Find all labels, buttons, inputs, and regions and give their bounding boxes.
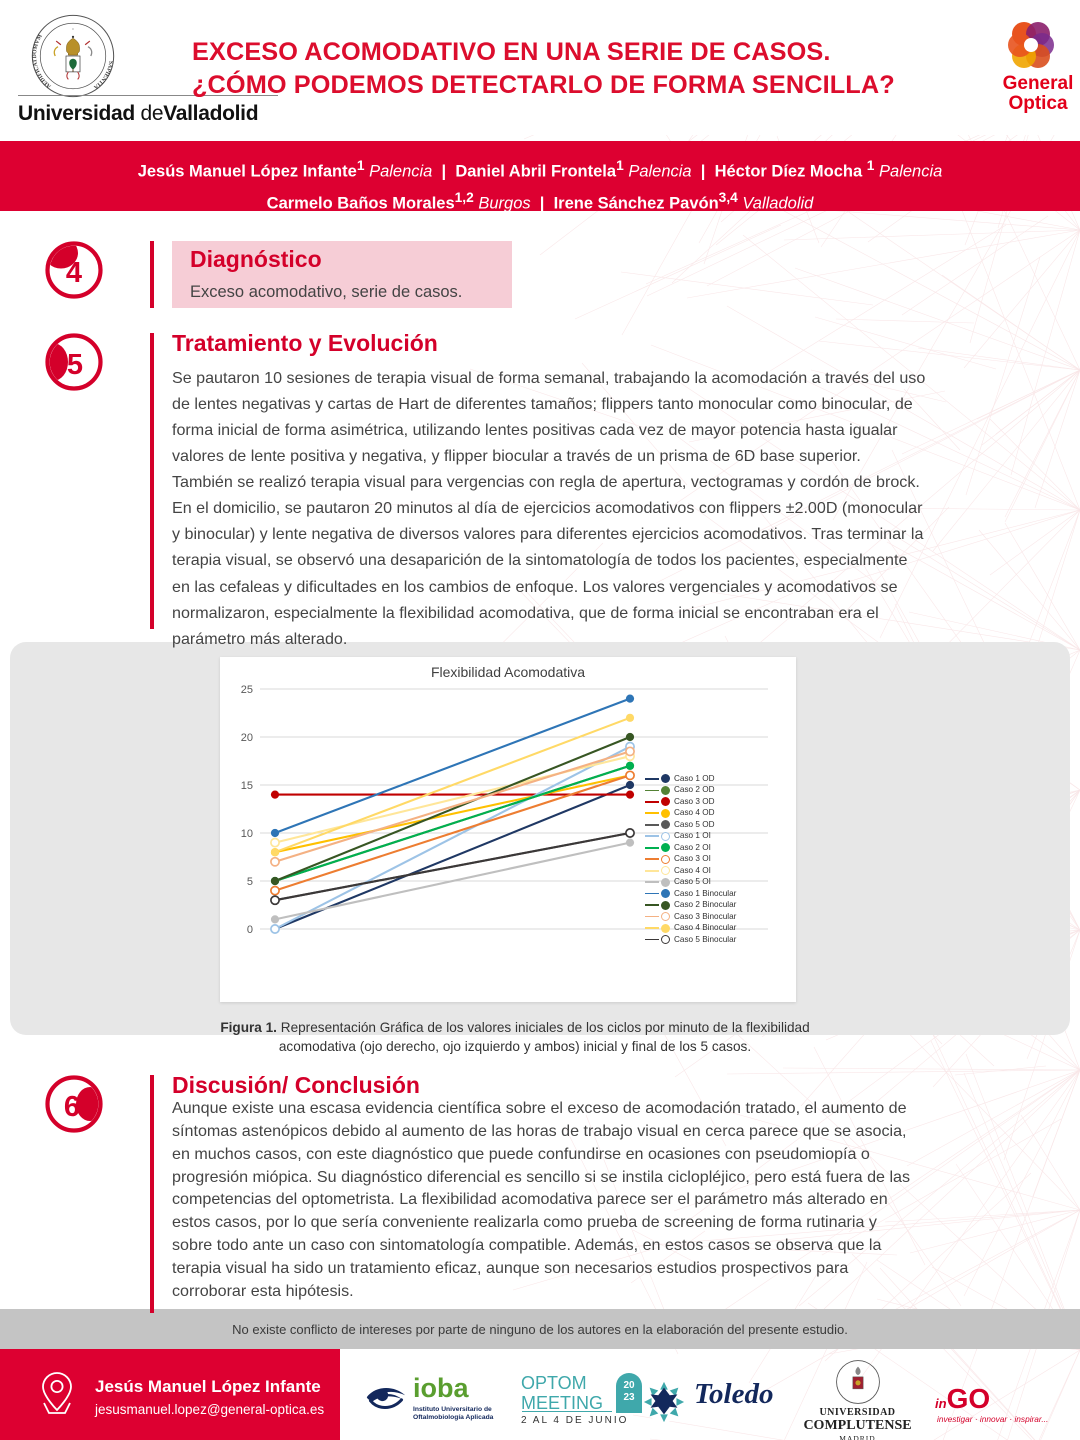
svg-text:10: 10 xyxy=(241,828,253,840)
svg-text:4: 4 xyxy=(66,257,82,289)
svg-text:5: 5 xyxy=(67,349,83,381)
svg-text:15: 15 xyxy=(241,780,253,792)
svg-text:Flexibilidad Acomodativa: Flexibilidad Acomodativa xyxy=(431,664,585,680)
svg-text:0: 0 xyxy=(247,924,253,936)
svg-text:25: 25 xyxy=(241,684,253,696)
svg-text:·: · xyxy=(72,27,74,33)
svg-text:5: 5 xyxy=(247,876,253,888)
svg-text:20: 20 xyxy=(241,732,253,744)
svg-text:6: 6 xyxy=(64,1091,80,1123)
